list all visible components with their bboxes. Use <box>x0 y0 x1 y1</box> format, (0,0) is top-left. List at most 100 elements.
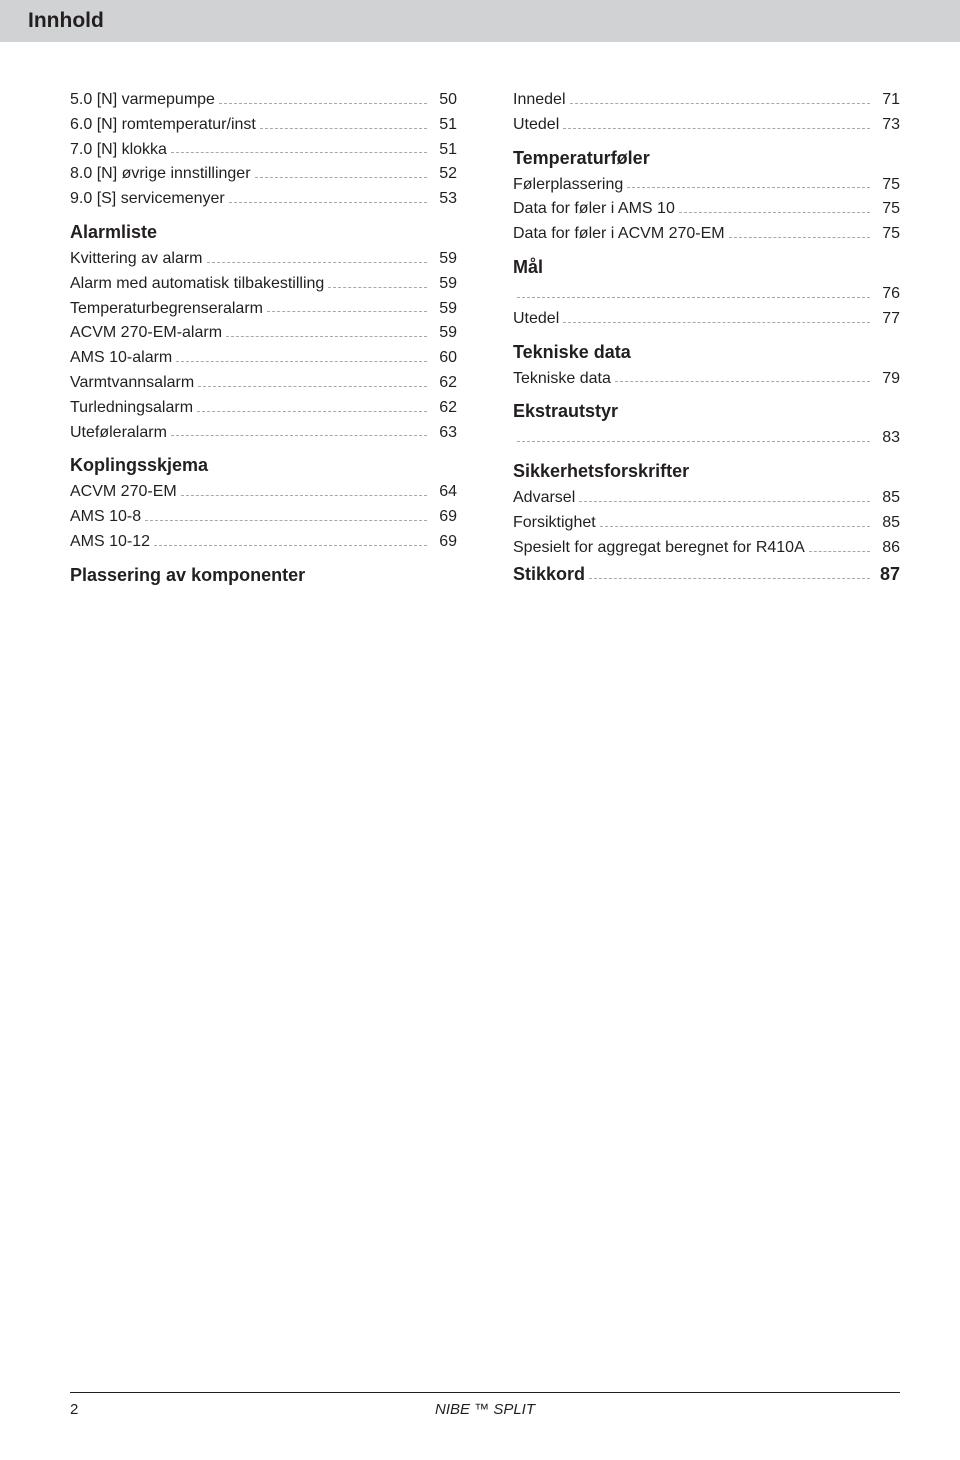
toc-row: ACVM 270-EM64 <box>70 480 457 505</box>
toc-leader <box>260 128 427 129</box>
toc-leader <box>255 177 427 178</box>
toc-page: 79 <box>874 367 900 392</box>
section-label: Stikkord <box>513 561 585 589</box>
toc-row: 6.0 [N] romtemperatur/inst 51 <box>70 113 457 138</box>
toc-leader <box>627 187 870 188</box>
toc-leader <box>267 311 427 312</box>
toc-label: Spesielt for aggregat beregnet for R410A <box>513 536 805 561</box>
toc-leader <box>600 526 870 527</box>
toc-page: 51 <box>431 138 457 163</box>
toc-page: 77 <box>874 307 900 332</box>
footer: 2 NIBE ™ SPLIT <box>70 1392 900 1418</box>
section-title: Koplingsskjema <box>70 455 457 476</box>
section-title: Tekniske data <box>513 342 900 363</box>
toc-page: 76 <box>874 282 900 307</box>
toc-page: 62 <box>431 371 457 396</box>
section-title: Mål <box>513 257 900 278</box>
toc-label: 5.0 [N] varmepumpe <box>70 88 215 113</box>
toc-label: ACVM 270-EM <box>70 480 177 505</box>
toc-leader <box>809 551 870 552</box>
toc-page: 75 <box>874 173 900 198</box>
toc-page: 73 <box>874 113 900 138</box>
toc-row: 9.0 [S] servicemenyer53 <box>70 187 457 212</box>
toc-row: Uteføleralarm63 <box>70 421 457 446</box>
toc-content: 5.0 [N] varmepumpe506.0 [N] romtemperatu… <box>0 88 960 590</box>
toc-row: Forsiktighet85 <box>513 511 900 536</box>
toc-page: 50 <box>431 88 457 113</box>
section-row: Stikkord 87 <box>513 561 900 589</box>
toc-row: AMS 10-1269 <box>70 530 457 555</box>
toc-leader <box>171 152 427 153</box>
toc-leader <box>197 411 427 412</box>
toc-row: Temperaturbegrenseralarm59 <box>70 297 457 322</box>
toc-label: Advarsel <box>513 486 575 511</box>
toc-label: AMS 10-8 <box>70 505 141 530</box>
toc-page: 59 <box>431 247 457 272</box>
toc-row: Data for føler i ACVM 270-EM75 <box>513 222 900 247</box>
toc-row: Utedel 73 <box>513 113 900 138</box>
toc-label: Temperaturbegrenseralarm <box>70 297 263 322</box>
toc-leader <box>154 545 427 546</box>
toc-row: Innedel 71 <box>513 88 900 113</box>
toc-row: Turledningsalarm 62 <box>70 396 457 421</box>
toc-label: Data for føler i ACVM 270-EM <box>513 222 725 247</box>
toc-row: Alarm med automatisk tilbakestilling59 <box>70 272 457 297</box>
toc-leader <box>207 262 428 263</box>
toc-page: 86 <box>874 536 900 561</box>
page-title: Innhold <box>28 9 104 33</box>
toc-page: 87 <box>874 561 900 589</box>
toc-row: Spesielt for aggregat beregnet for R410A… <box>513 536 900 561</box>
toc-row: Varmtvannsalarm62 <box>70 371 457 396</box>
right-column: Innedel 71 Utedel 73 Temperaturføler Følerpla… <box>513 88 900 590</box>
toc-leader <box>517 441 870 442</box>
toc-page: 60 <box>431 346 457 371</box>
toc-label: 9.0 [S] servicemenyer <box>70 187 225 212</box>
toc-row: Utedel77 <box>513 307 900 332</box>
toc-row: AMS 10-alarm60 <box>70 346 457 371</box>
toc-leader <box>226 336 427 337</box>
toc-page: 69 <box>431 530 457 555</box>
toc-page: 83 <box>874 426 900 451</box>
left-column: 5.0 [N] varmepumpe506.0 [N] romtemperatu… <box>70 88 457 590</box>
section-title: Temperaturføler <box>513 148 900 169</box>
toc-leader <box>145 520 427 521</box>
toc-leader <box>563 128 870 129</box>
toc-label: Turledningsalarm <box>70 396 193 421</box>
toc-page: 75 <box>874 197 900 222</box>
toc-row: Tekniske data 79 <box>513 367 900 392</box>
toc-row: Data for føler i AMS 10 75 <box>513 197 900 222</box>
toc-row: 8.0 [N] øvrige innstillinger52 <box>70 162 457 187</box>
toc-page: 51 <box>431 113 457 138</box>
toc-page: 85 <box>874 486 900 511</box>
toc-row: 83 <box>513 426 900 451</box>
toc-label: Tekniske data <box>513 367 611 392</box>
toc-row: AMS 10-869 <box>70 505 457 530</box>
toc-leader <box>219 103 427 104</box>
toc-leader <box>579 501 870 502</box>
toc-page: 85 <box>874 511 900 536</box>
toc-row: 5.0 [N] varmepumpe 50 <box>70 88 457 113</box>
toc-leader <box>729 237 870 238</box>
toc-label: Utedel <box>513 113 559 138</box>
toc-leader <box>570 103 871 104</box>
toc-leader <box>176 361 427 362</box>
section-title: Sikkerhetsforskrifter <box>513 461 900 482</box>
header-bar: Innhold <box>0 0 960 42</box>
toc-leader <box>679 212 870 213</box>
toc-page: 71 <box>874 88 900 113</box>
section-title: Plassering av komponenter <box>70 565 457 586</box>
toc-row: Kvittering av alarm59 <box>70 247 457 272</box>
section-title: Alarmliste <box>70 222 457 243</box>
toc-label: 7.0 [N] klokka <box>70 138 167 163</box>
toc-row: ACVM 270-EM-alarm59 <box>70 321 457 346</box>
toc-page: 62 <box>431 396 457 421</box>
toc-page: 63 <box>431 421 457 446</box>
toc-label: Data for føler i AMS 10 <box>513 197 675 222</box>
section-title: Ekstrautstyr <box>513 401 900 422</box>
toc-row: Følerplassering75 <box>513 173 900 198</box>
toc-label: Innedel <box>513 88 566 113</box>
toc-leader <box>589 578 870 579</box>
toc-leader <box>229 202 427 203</box>
page-number: 2 <box>70 1401 78 1418</box>
toc-label: 6.0 [N] romtemperatur/inst <box>70 113 256 138</box>
